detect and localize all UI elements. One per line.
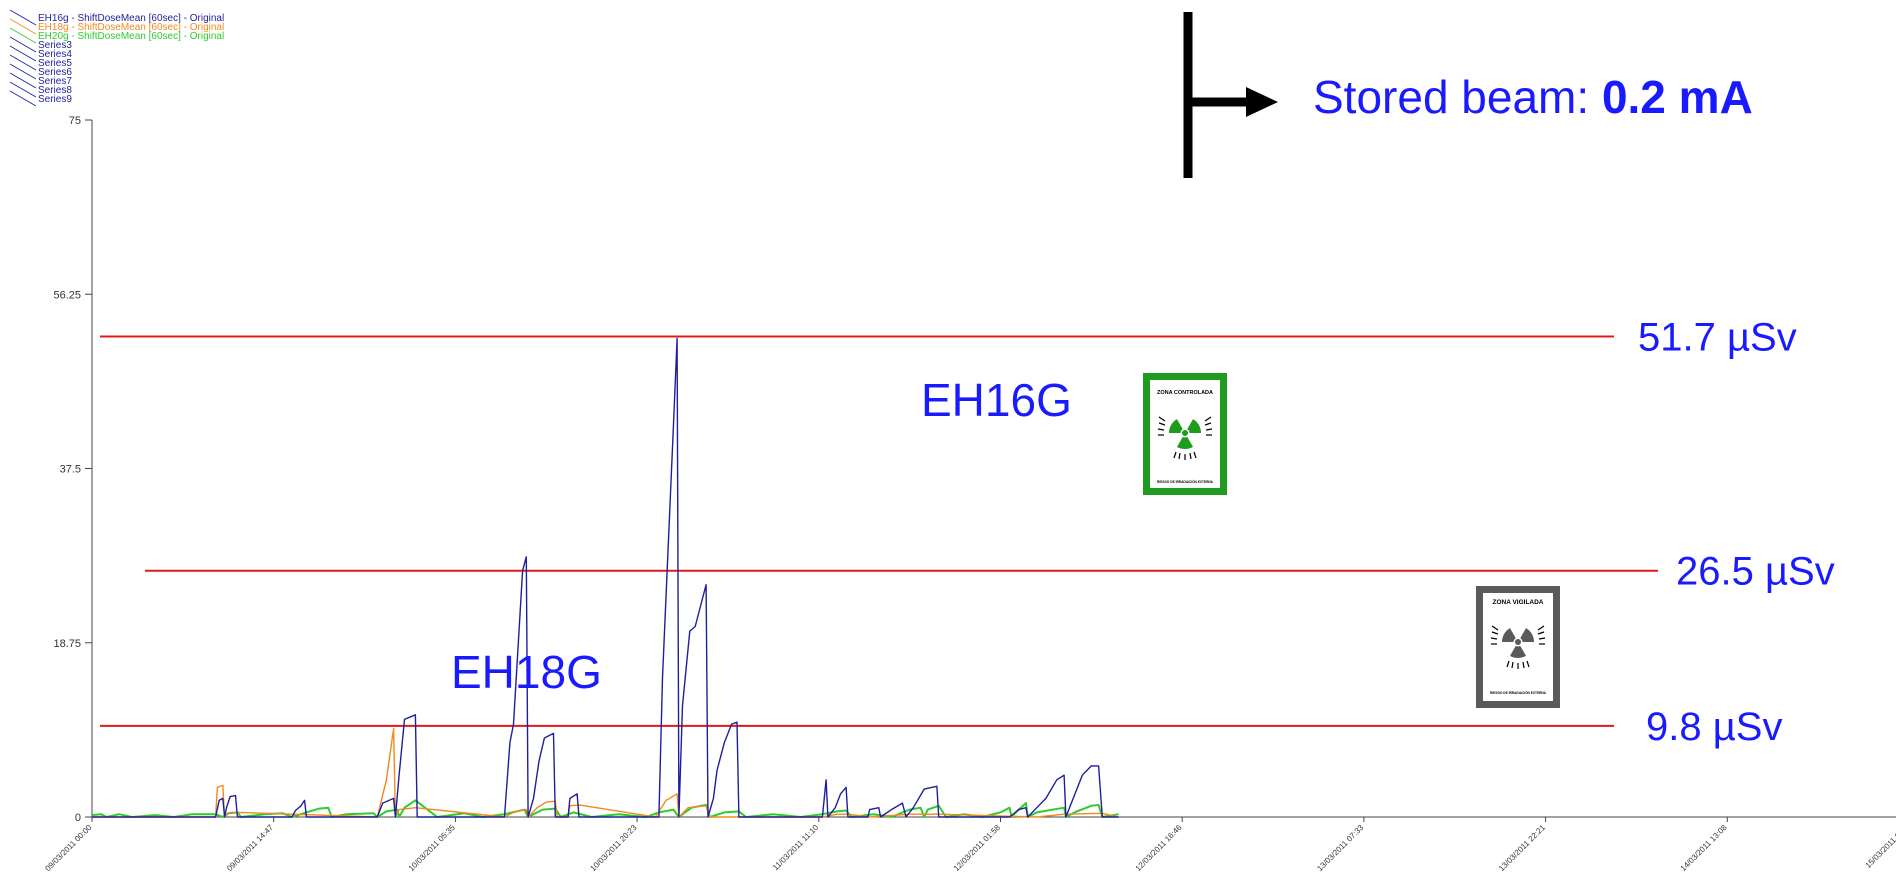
threshold-label: 9.8 µSv [1646, 705, 1782, 749]
threshold-label: 51.7 µSv [1638, 316, 1797, 360]
x-tick-label: 12/03/2011 16:46 [1134, 823, 1184, 873]
arrow-head-icon [1246, 87, 1278, 117]
legend-entry: Series3 [38, 40, 72, 51]
legend-entry: Series4 [38, 49, 72, 60]
y-tick-label: 75 [69, 115, 81, 127]
legend-entry: Series6 [38, 67, 72, 78]
chart-axes [91, 120, 1896, 818]
x-tick-label: 11/03/2011 11:10 [771, 823, 821, 873]
y-tick-label: 0 [75, 812, 81, 824]
stored-beam-label: Stored beam: 0.2 mA [1313, 71, 1753, 123]
legend-entry: EH20g - ShiftDoseMean [60sec] - Original [38, 31, 224, 42]
legend-entry: EH16g - ShiftDoseMean [60sec] - Original [38, 13, 224, 24]
legend-swatch [9, 18, 37, 35]
legend-swatch [9, 54, 37, 71]
legend-swatch [9, 81, 37, 98]
series-line [92, 337, 1119, 818]
legend-swatch [9, 27, 37, 44]
radiation-trefoil-icon [1157, 416, 1213, 460]
supervised-sign-footer: RIESGO DE IRRADIACIÓN EXTERNA [1490, 690, 1547, 695]
x-tick-label: 14/03/2011 13:08 [1679, 823, 1729, 873]
x-tick-label: 15/03/2011 03:5 [1864, 823, 1896, 870]
stored-beam-value: 0.2 mA [1602, 71, 1753, 123]
controlled-sign-footer: RIESGO DE IRRADIACIÓN EXTERNA [1157, 479, 1214, 484]
series-line [92, 728, 1119, 818]
y-ticks: 75 56.25 37.5 18.75 0 [53, 115, 92, 824]
legend-entry: Series7 [38, 76, 72, 87]
x-ticks: 09/03/2011 00:00 09/03/2011 14:47 10/03/20… [43, 817, 1896, 873]
threshold-label: 26.5 µSv [1676, 550, 1835, 594]
series-lines [91, 337, 1119, 818]
legend-swatch [9, 45, 37, 62]
legend-swatch [9, 90, 37, 107]
legend-swatch [9, 63, 37, 80]
legend-swatch [9, 36, 37, 53]
y-tick-label: 56.25 [53, 289, 81, 301]
x-tick-label: 09/03/2011 00:00 [43, 823, 93, 873]
eh18g-label: EH18G [451, 646, 602, 698]
x-tick-label: 10/03/2011 05:35 [407, 823, 457, 873]
controlled-zone-sign: ZONA CONTROLADA RIESGO DE IRRADIACIÓN EX… [1143, 373, 1227, 495]
x-tick-label: 13/03/2011 22:21 [1497, 823, 1547, 873]
supervised-zone-sign: ZONA VIGILADA RIESGO DE IRRADIACIÓN EXTE… [1476, 586, 1560, 708]
legend-swatch [9, 9, 37, 26]
y-tick-label: 18.75 [53, 638, 81, 650]
legend-swatch [9, 72, 37, 89]
stored-beam-annotation: Stored beam: 0.2 mA [1183, 12, 1753, 178]
legend-entry: Series8 [38, 85, 72, 96]
controlled-sign-title: ZONA CONTROLADA [1157, 390, 1213, 396]
supervised-sign-title: ZONA VIGILADA [1492, 599, 1543, 606]
y-tick-label: 37.5 [60, 464, 81, 476]
legend-entry: Series5 [38, 58, 72, 69]
legend-entry: EH18g - ShiftDoseMean [60sec] - Original [38, 22, 224, 33]
eh16g-label: EH16G [921, 374, 1072, 426]
x-tick-label: 13/03/2011 07:33 [1315, 823, 1365, 873]
x-tick-label: 10/03/2011 20:23 [589, 823, 639, 873]
x-tick-label: 12/03/2011 01:58 [952, 823, 1002, 873]
legend-entry: Series9 [38, 94, 72, 105]
radiation-trefoil-icon [1490, 625, 1546, 669]
threshold-lines: 51.7 µSv 26.5 µSv 9.8 µSv [100, 316, 1835, 749]
x-tick-label: 09/03/2011 14:47 [225, 823, 275, 873]
chart-legend: EH16g - ShiftDoseMean [60sec] - Original… [9, 9, 224, 107]
